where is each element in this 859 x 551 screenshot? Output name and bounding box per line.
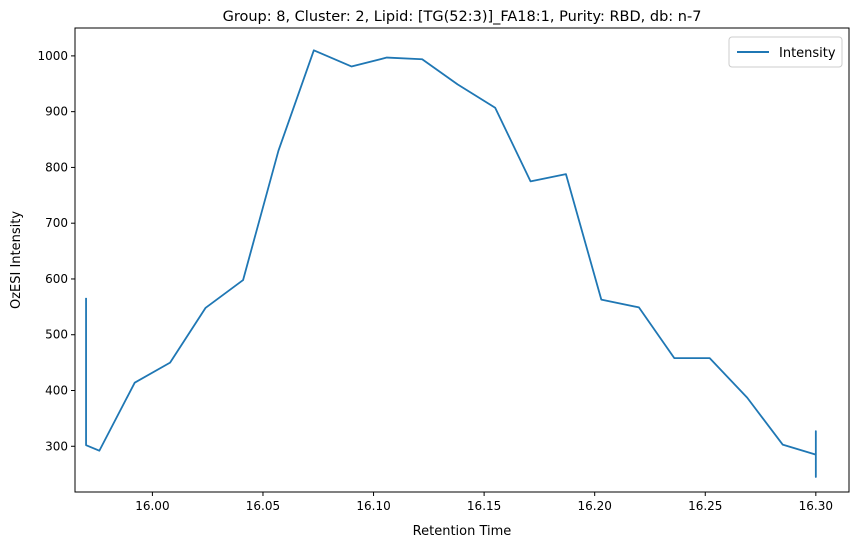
y-tick-label: 1000	[37, 49, 68, 63]
y-tick-label: 900	[45, 105, 68, 119]
x-tick-label: 16.30	[799, 499, 833, 513]
x-tick-label: 16.05	[246, 499, 280, 513]
x-tick-label: 16.00	[135, 499, 169, 513]
axes-frame	[74, 27, 850, 493]
x-tick-label: 16.20	[578, 499, 612, 513]
series-line-intensity	[85, 49, 817, 478]
y-tick-label: 300	[45, 439, 68, 453]
y-axis-ticks: 300 400 500 600 700 800 900 1000	[37, 49, 75, 453]
x-axis-ticks: 16.00 16.05 16.10 16.15 16.20 16.25 16.30	[135, 492, 833, 513]
x-tick-label: 16.15	[467, 499, 501, 513]
y-tick-label: 400	[45, 384, 68, 398]
series-layer	[85, 49, 817, 478]
y-tick-label: 700	[45, 216, 68, 230]
legend-label-intensity: Intensity	[779, 46, 836, 61]
legend: Intensity	[728, 36, 843, 68]
plot-area	[74, 27, 850, 493]
x-tick-label: 16.25	[688, 499, 722, 513]
y-tick-label: 500	[45, 328, 68, 342]
y-tick-label: 800	[45, 160, 68, 174]
y-axis-label: OzESI Intensity	[9, 211, 24, 309]
y-tick-label: 600	[45, 272, 68, 286]
chart-title: Group: 8, Cluster: 2, Lipid: [TG(52:3)]_…	[223, 9, 702, 25]
x-axis-label: Retention Time	[413, 524, 512, 539]
x-tick-label: 16.10	[356, 499, 390, 513]
legend-box	[728, 36, 843, 68]
